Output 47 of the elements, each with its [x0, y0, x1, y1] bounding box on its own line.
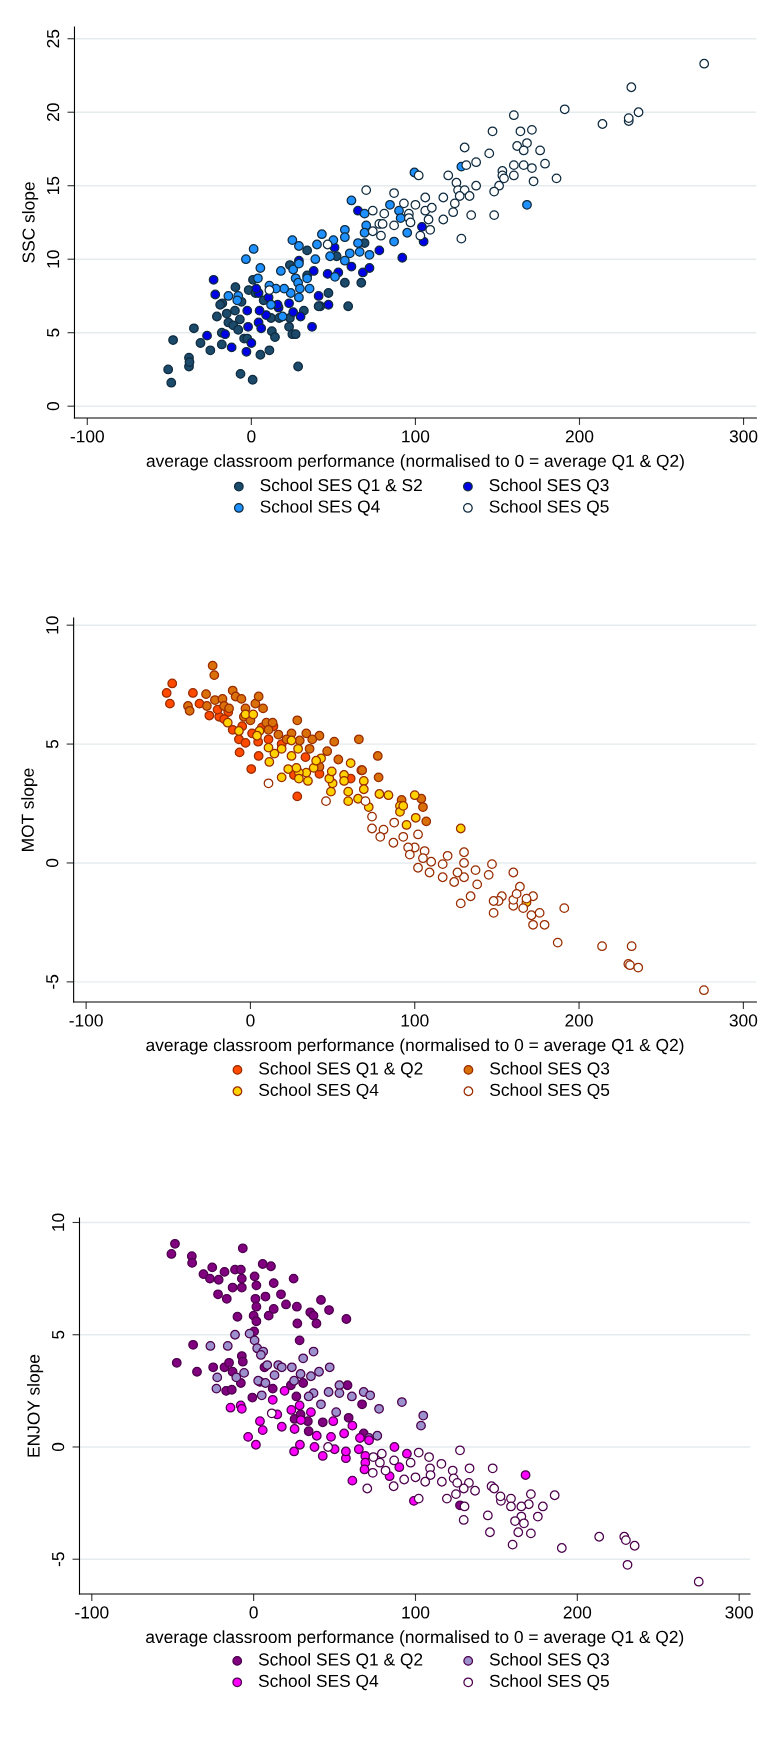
y-tick-label: 5 [52, 1330, 65, 1339]
legend-label: School SES Q1 & S2 [260, 478, 422, 495]
legend-label: School SES Q4 [258, 1674, 379, 1691]
x-tick-label: 200 [565, 1014, 593, 1027]
y-tick-label: 25 [46, 29, 60, 48]
x-tick-label: 0 [247, 430, 256, 443]
y-axis-title: MOT slope [21, 768, 38, 851]
x-tick-label: 100 [401, 1014, 429, 1027]
x-tick-label: 0 [249, 1606, 258, 1619]
y-tick-label: -5 [46, 974, 59, 989]
y-axis-title: SSC slope [21, 182, 39, 263]
x-tick-label: 100 [402, 1606, 430, 1619]
x-axis-title: average classroom performance (normalised to 0 = average Q1 & Q2) [146, 1630, 684, 1647]
y-tick-label: 0 [51, 1442, 65, 1452]
legend-label: School SES Q3 [489, 1652, 609, 1669]
x-tick-label: 200 [563, 1606, 592, 1619]
legend-label: School SES Q5 [490, 1083, 610, 1100]
y-tick-label: 5 [47, 328, 60, 337]
x-axis-title: average classroom performance (normalised to 0 = average Q1 & Q2) [146, 454, 684, 471]
x-tick-label: 300 [729, 430, 758, 443]
x-tick-label: 300 [725, 1606, 753, 1619]
y-tick-label: 0 [46, 402, 60, 411]
x-tick-label: -100 [69, 1014, 103, 1027]
y-tick-label: 10 [46, 616, 59, 634]
x-tick-label: -100 [75, 1606, 109, 1619]
y-tick-label: 5 [46, 739, 59, 749]
legend-label: School SES Q4 [260, 499, 380, 516]
y-tick-label: -5 [52, 1552, 65, 1567]
y-tick-label: 15 [47, 176, 60, 195]
y-tick-label: 10 [46, 250, 60, 268]
legend-label: School SES Q5 [489, 1674, 609, 1691]
y-tick-label: 10 [51, 1213, 65, 1231]
legend-label: School SES Q4 [259, 1083, 379, 1100]
legend-label: School SES Q1 & Q2 [258, 1652, 423, 1669]
x-tick-label: -100 [70, 430, 104, 443]
x-tick-label: 100 [402, 430, 430, 443]
x-tick-label: 0 [246, 1014, 255, 1027]
legend-label: School SES Q5 [489, 499, 609, 516]
y-tick-label: 0 [46, 858, 59, 868]
y-tick-label: 20 [46, 103, 60, 121]
x-tick-label: 300 [729, 1014, 758, 1027]
y-axis-title: ENJOY slope [26, 1354, 44, 1457]
legend-label: School SES Q3 [489, 478, 609, 495]
legend-label: School SES Q3 [490, 1061, 610, 1078]
x-axis-title: average classroom performance (normalised to 0 = average Q1 & Q2) [146, 1038, 684, 1055]
x-tick-label: 200 [565, 430, 594, 443]
legend-label: School SES Q1 & Q2 [259, 1061, 423, 1078]
